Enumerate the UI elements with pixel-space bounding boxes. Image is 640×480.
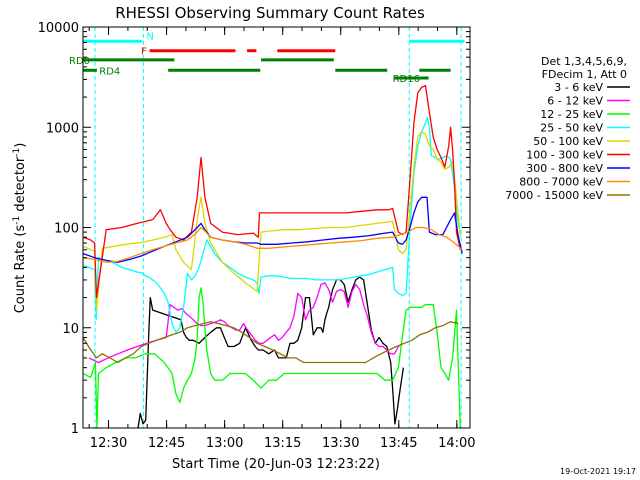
y-tick-label-100: 100	[54, 222, 79, 237]
y-tick-label-1: 1	[71, 422, 79, 437]
x-tick-label-13-00: 13:00	[206, 436, 243, 451]
legend-label-25-50-kev: 25 - 50 keV	[540, 122, 603, 135]
flag-label-rd0: RD0	[69, 56, 90, 67]
series-group	[83, 84, 463, 428]
y-axis-label: Count Rate (s-1 detector-1)	[12, 143, 28, 314]
legend-label-3-6-kev: 3 - 6 keV	[554, 81, 603, 94]
x-tick-label-13-15: 13:15	[264, 436, 301, 451]
series-line-100-300-kev	[83, 84, 461, 299]
series-line-300-800-kev	[83, 196, 463, 263]
series-line-7000-15000-kev	[83, 321, 459, 364]
legend-label-7000-15000-kev: 7000 - 15000 keV	[505, 189, 603, 202]
series-line-800-7000-kev	[83, 226, 463, 263]
series-line-12-25-kev	[83, 287, 461, 428]
flag-label-rd16: RD16	[393, 74, 420, 85]
legend-label-300-800-kev: 300 - 800 keV	[526, 162, 603, 175]
x-tick-label-13-30: 13:30	[322, 436, 359, 451]
flag-label-rd4: RD4	[99, 66, 120, 77]
flag-label-n: N	[146, 31, 153, 42]
y-axis-label-middle: detector	[13, 156, 28, 216]
y-axis-label-main: Count Rate (s	[13, 225, 28, 314]
plot-frame	[82, 26, 471, 429]
x-tick-label-12-45: 12:45	[148, 436, 185, 451]
y-axis-label-superscript-2: -1	[12, 148, 22, 157]
series-line-50-100-kev	[83, 131, 461, 311]
x-tick-label-13-45: 13:45	[380, 436, 417, 451]
y-tick-label-1000: 1000	[46, 121, 79, 136]
legend-header-detectors: Det 1,3,4,5,6,9,	[541, 55, 627, 68]
plot-area: NF RD0 RD4 RD16 1 10 100 1000 10000 12:30 12:45 13:…	[38, 21, 476, 451]
x-tick-label-12-30: 12:30	[90, 436, 127, 451]
legend-label-50-100-kev: 50 - 100 keV	[533, 135, 603, 148]
legend-label-800-7000-kev: 800 - 7000 keV	[519, 176, 603, 189]
y-axis-label-end: )	[13, 143, 28, 148]
series-line-6-12-kev	[88, 282, 403, 364]
y-tick-label-10000: 10000	[38, 21, 79, 36]
legend-header-decimation: FDecim 1, Att 0	[542, 68, 627, 81]
x-axis-label: Start Time (20-Jun-03 12:23:22)	[172, 457, 380, 472]
x-tick-label-14-00: 14:00	[438, 436, 475, 451]
series-line-3-6-kev	[137, 276, 405, 428]
generation-timestamp: 19-Oct-2021 19:17	[560, 467, 636, 476]
legend-label-12-25-kev: 12 - 25 keV	[540, 108, 603, 121]
y-tick-label-10: 10	[62, 322, 79, 337]
legend-label-6-12-kev: 6 - 12 keV	[547, 95, 603, 108]
chart-title: RHESSI Observing Summary Count Rates	[115, 4, 425, 22]
flag-label-f: F	[141, 47, 147, 58]
series-line-25-50-kev	[83, 116, 460, 333]
y-axis-label-superscript-1: -1	[12, 216, 22, 225]
legend-label-100-300-kev: 100 - 300 keV	[526, 149, 603, 162]
